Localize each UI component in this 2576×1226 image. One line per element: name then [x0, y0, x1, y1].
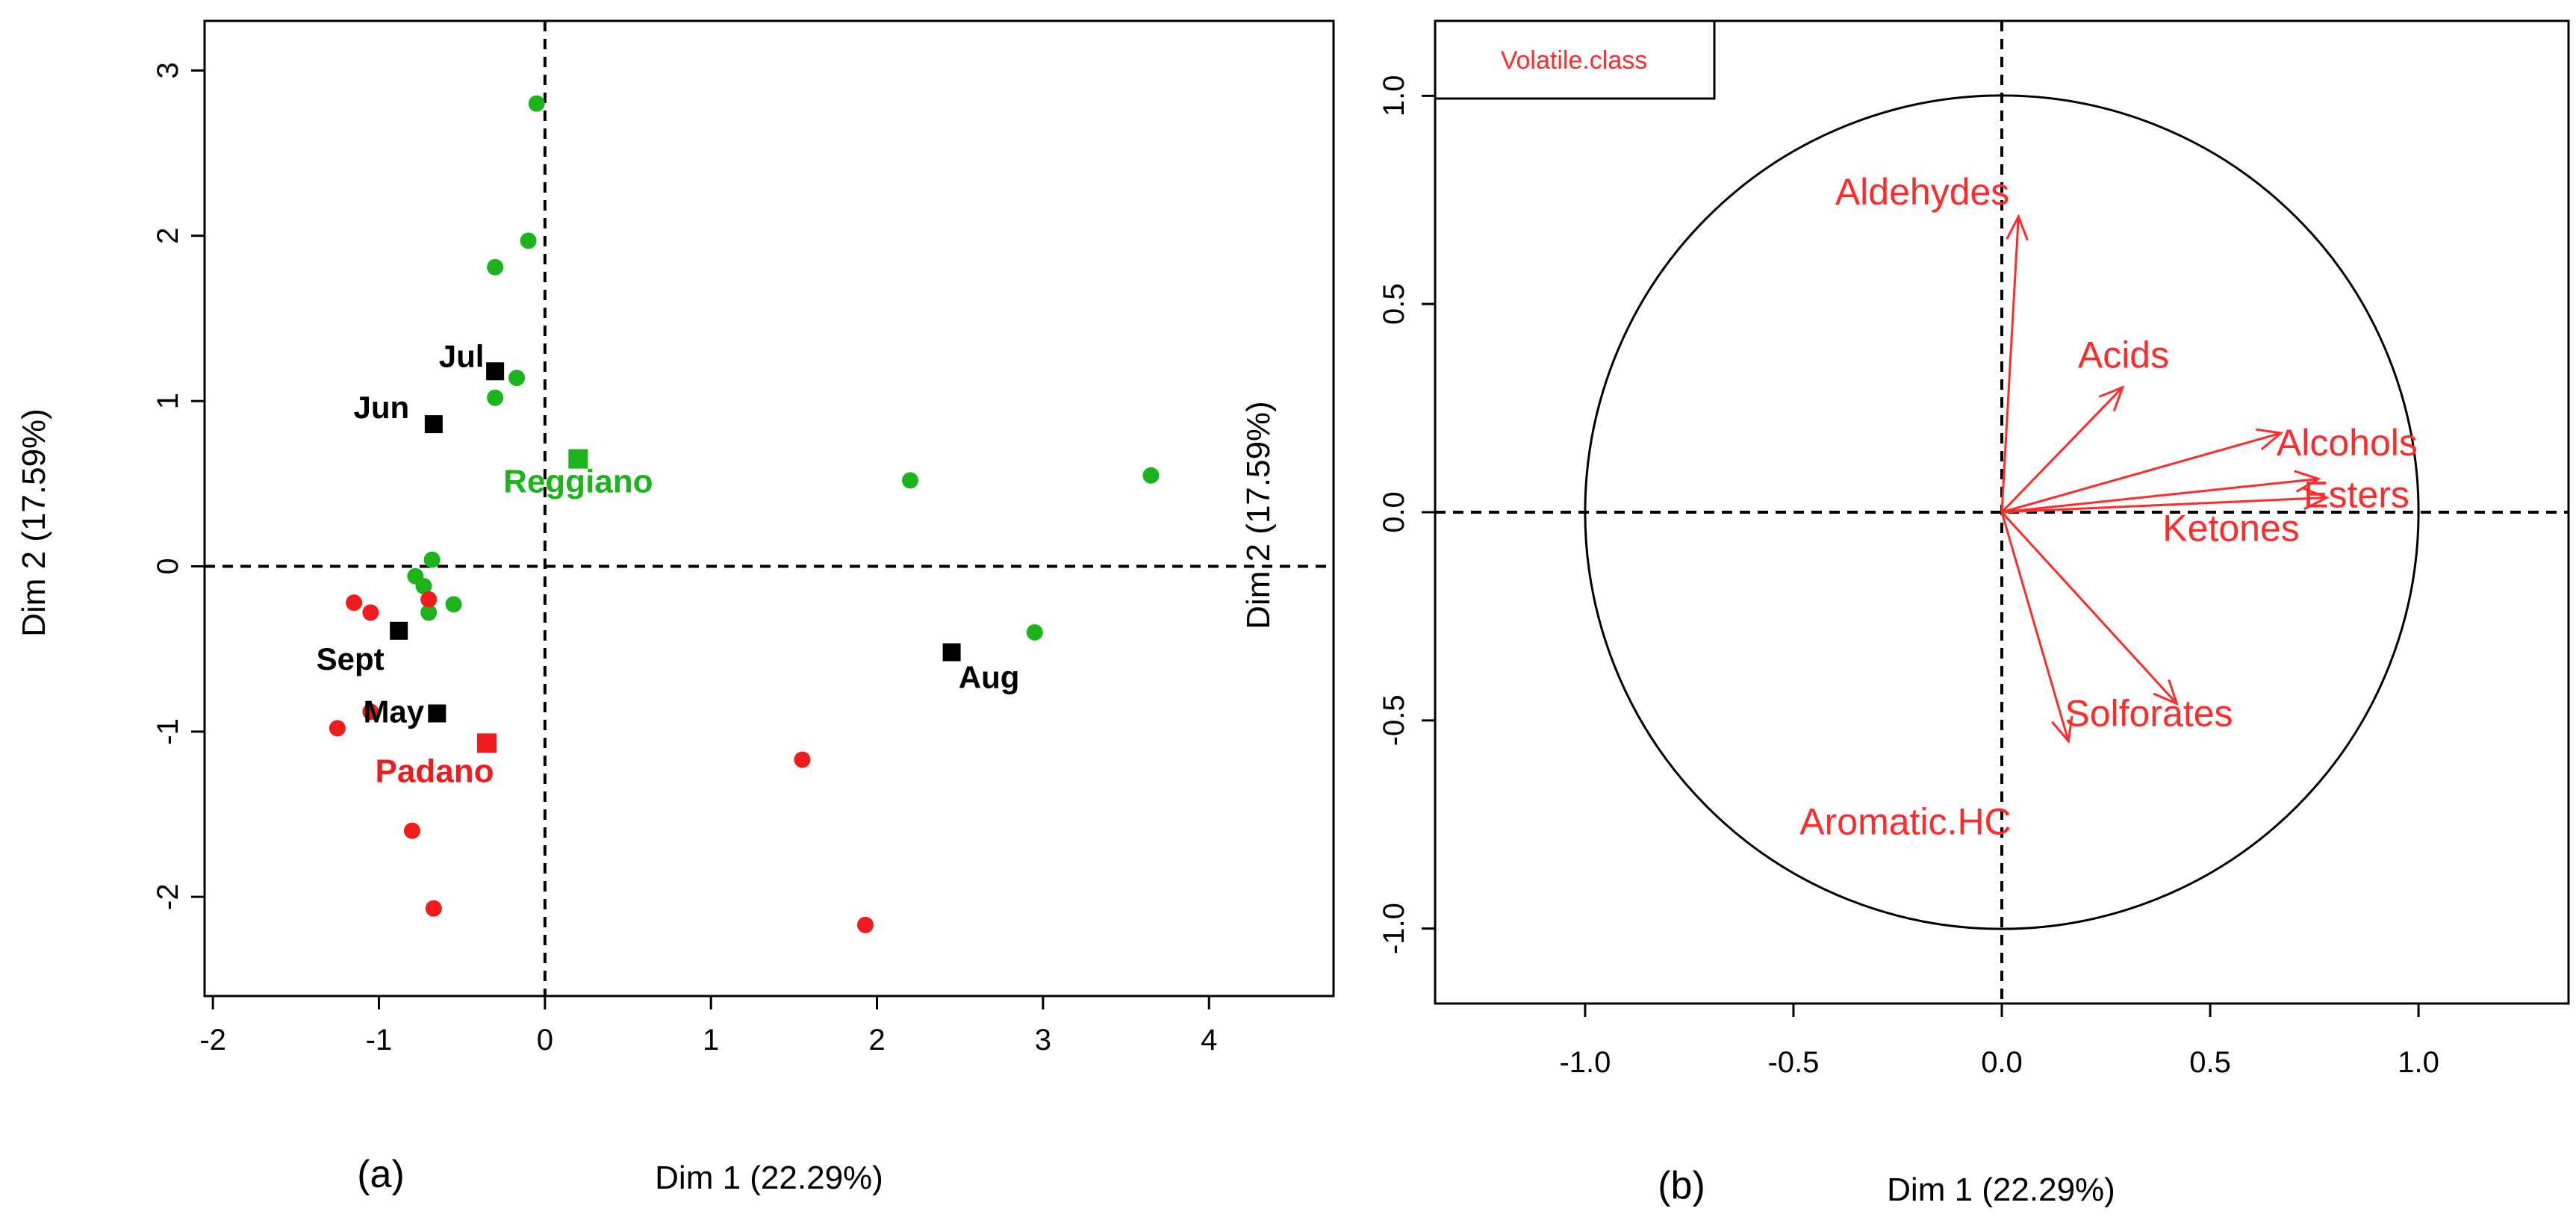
month-centroid-marker: [486, 362, 505, 381]
x-tick-label: 0.0: [1981, 1046, 2023, 1079]
reggiano-sample-point: [520, 232, 537, 249]
esters-arrow: [2001, 470, 2321, 514]
aromatic-hc-arrow: [2000, 511, 2073, 744]
reggiano-centroid-label: Reggiano: [503, 464, 653, 500]
x-tick-label: 0.5: [2189, 1046, 2231, 1079]
y-tick-label: 2: [152, 228, 184, 244]
x-tick-label: 4: [1201, 1024, 1217, 1057]
reggiano-sample-point: [420, 604, 438, 621]
aldehydes-label: Aldehydes: [1835, 171, 2010, 213]
panel-b-y-axis-title: Dim 2 (17.59%): [1240, 401, 1277, 629]
legend-title: Volatile.class: [1501, 46, 1648, 75]
y-tick-label: 3: [152, 62, 184, 78]
month-centroid-marker: [390, 621, 408, 640]
reggiano-sample-point: [423, 551, 441, 568]
y-tick-label: 0.0: [1378, 491, 1410, 533]
padano-sample-point: [425, 900, 442, 917]
aromatic-hc-label: Aromatic.HC: [1799, 801, 2011, 843]
padano-sample-point: [856, 916, 874, 933]
x-tick-label: 1: [703, 1024, 719, 1057]
y-tick-label: 1: [152, 393, 184, 409]
padano-sample-point: [329, 720, 346, 737]
padano-sample-point: [346, 594, 363, 612]
solforates-arrow: [2000, 511, 2179, 706]
legend-box: [1434, 19, 1716, 100]
x-tick-label: 0: [537, 1024, 553, 1057]
x-tick-label: -1: [366, 1024, 393, 1057]
panel-b-correlation-circle: -1.0 -0.5 0.0 0.5 1.0 -1.0 -0.5 0.0 0.5 1.0 Aldeh…: [1240, 19, 2570, 1208]
acids-arrow: [2000, 385, 2125, 514]
month-label: Aug: [959, 660, 1020, 695]
reggiano-sample-point: [528, 95, 545, 112]
panel-b-label: (b): [1658, 1164, 1705, 1207]
panel-b-x-axis-title: Dim 1 (22.29%): [1887, 1171, 2115, 1208]
reggiano-sample-point: [487, 258, 504, 276]
legend: Volatile.class: [1434, 19, 1716, 100]
panel-a-points: [329, 95, 1160, 933]
panel-a-labels: Reggiano Padano Jul Jun Sept May Aug: [317, 338, 1020, 789]
x-tick-label: -2: [199, 1024, 226, 1057]
x-tick-label: 2: [868, 1024, 885, 1057]
month-centroid-marker: [942, 643, 961, 662]
month-centroid-marker: [428, 704, 447, 723]
month-label: Jul: [439, 338, 485, 373]
padano-sample-point: [362, 604, 379, 621]
reggiano-sample-point: [445, 596, 462, 613]
reggiano-sample-point: [902, 472, 918, 489]
y-tick-label: -0.5: [1378, 694, 1410, 746]
month-label: Sept: [317, 641, 385, 676]
y-tick-label: 0: [152, 558, 184, 574]
panel-a-label: (a): [357, 1153, 405, 1196]
unit-circle: [1584, 94, 2420, 930]
y-tick-label: -1: [152, 718, 184, 745]
padano-centroid-marker: [477, 733, 497, 753]
x-tick-label: -1.0: [1559, 1046, 1611, 1079]
solforates-label: Solforates: [2065, 693, 2233, 735]
panel-b-variable-arrows: AldehydesAcidsAlcoholsEstersKetonesSolfo…: [1799, 171, 2418, 843]
padano-sample-point: [403, 822, 420, 839]
ketones-arrow: [2001, 487, 2330, 514]
y-tick-label: 1.0: [1378, 75, 1410, 117]
reggiano-sample-point: [415, 578, 432, 595]
ketones-label: Ketones: [2162, 507, 2299, 549]
x-tick-label: -0.5: [1767, 1046, 1819, 1079]
panel-a-x-axis-title: Dim 1 (22.29%): [655, 1160, 883, 1196]
month-label: Jun: [354, 390, 410, 425]
panel-a-score-plot: -2 -1 0 1 2 3 4 -2 -1 0 1 2 3 Reggiano Padano Jul Jun Se…: [16, 19, 1335, 1196]
y-tick-label: -2: [152, 883, 184, 910]
panel-a-plot-frame: [203, 19, 1335, 998]
month-centroid-marker: [424, 415, 443, 434]
padano-sample-point: [420, 591, 438, 608]
x-tick-label: 3: [1035, 1024, 1051, 1057]
padano-centroid-label: Padano: [376, 753, 494, 789]
reggiano-sample-point: [1142, 467, 1160, 484]
panel-a-reference-lines: [205, 21, 1334, 996]
panel-b-ticks: -1.0 -0.5 0.0 0.5 1.0 -1.0 -0.5 0.0 0.5 1.0: [1378, 75, 2439, 1079]
reggiano-sample-point: [508, 370, 526, 387]
y-tick-label: -1.0: [1378, 903, 1410, 954]
alcohols-arrow: [2001, 428, 2284, 514]
acids-label: Acids: [2078, 334, 2169, 376]
month-label: May: [363, 694, 424, 729]
padano-sample-point: [794, 751, 811, 768]
panel-a-y-axis-title: Dim 2 (17.59%): [16, 408, 52, 637]
reggiano-centroid-marker: [568, 449, 588, 469]
x-tick-label: 1.0: [2398, 1046, 2439, 1079]
reggiano-sample-point: [1026, 624, 1043, 641]
aldehydes-arrow: [2000, 214, 2029, 513]
reggiano-sample-point: [487, 389, 504, 406]
panel-a-ticks: -2 -1 0 1 2 3 4 -2 -1 0 1 2 3: [152, 62, 1217, 1057]
padano-sample-point: [362, 703, 379, 721]
y-tick-label: 0.5: [1378, 283, 1410, 325]
alcohols-label: Alcohols: [2277, 422, 2418, 464]
